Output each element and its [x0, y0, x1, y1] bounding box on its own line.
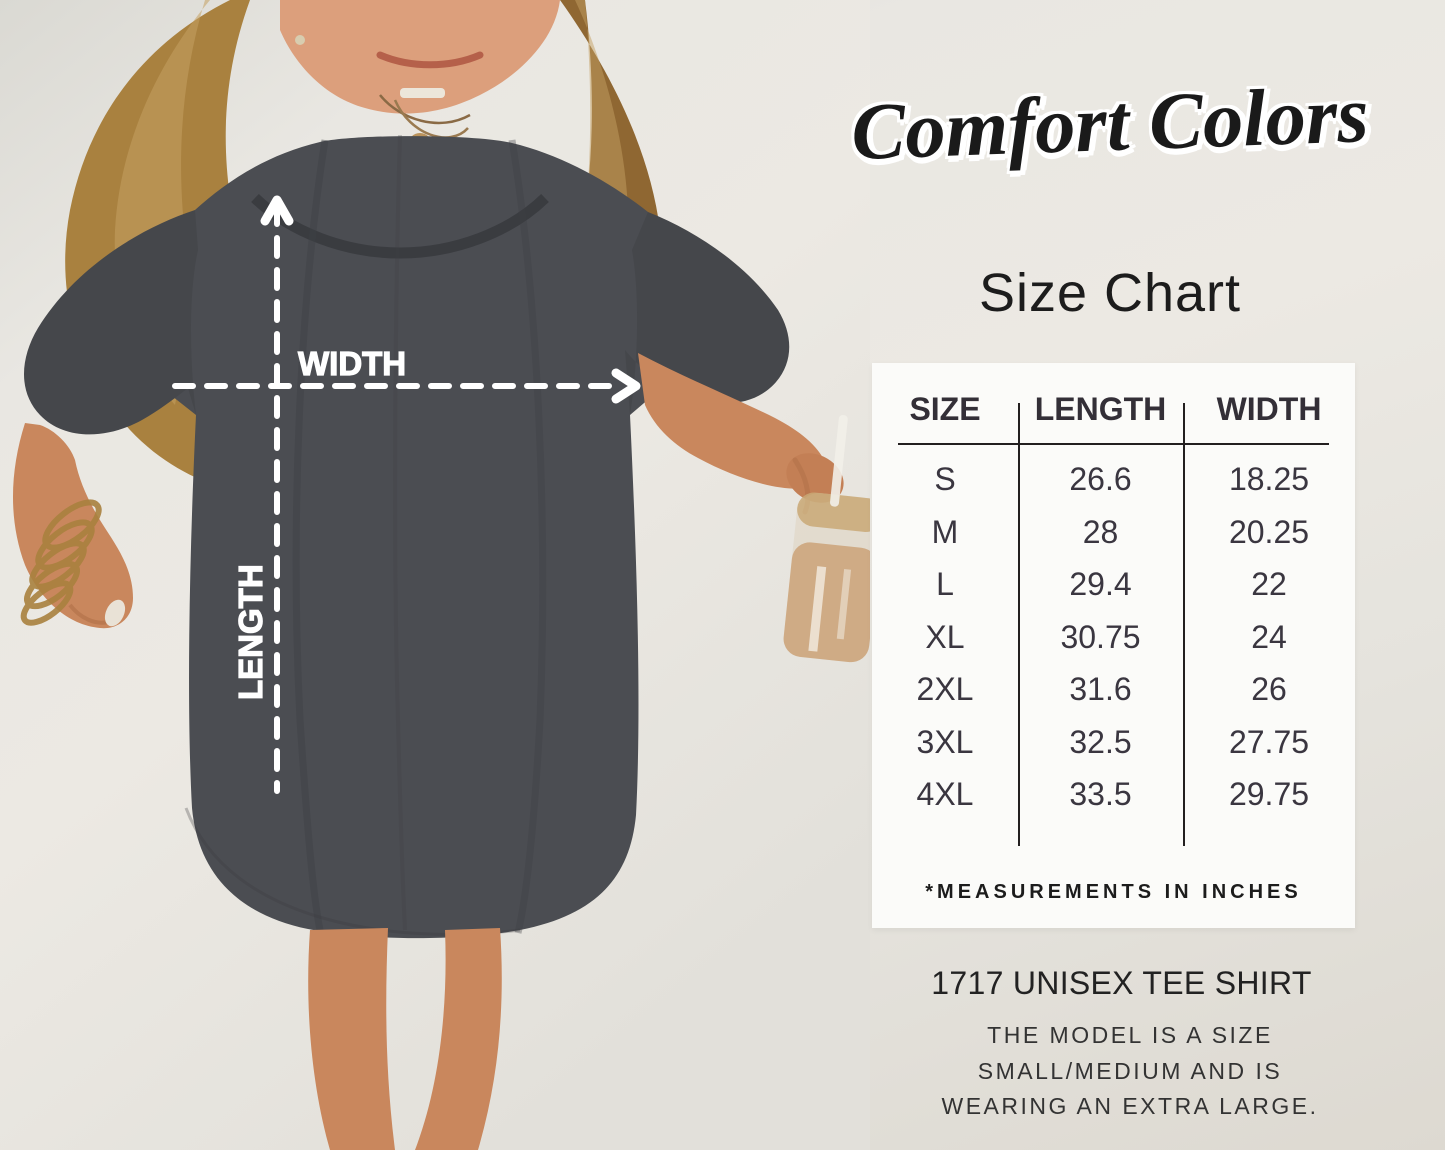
svg-text:WIDTH: WIDTH: [298, 345, 406, 382]
svg-text:LENGTH: LENGTH: [232, 564, 269, 700]
